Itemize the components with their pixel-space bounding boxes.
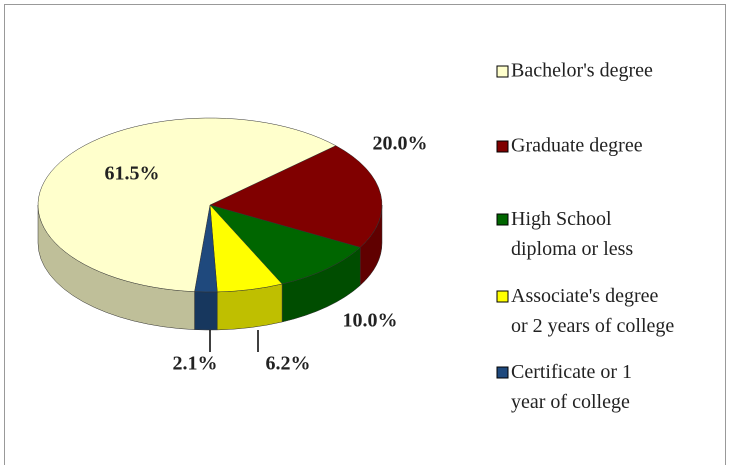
slice [209,145,383,248]
legend-label: Associate's degree or 2 years of college [511,285,674,337]
legend-line: High School [511,208,617,230]
value-label: 10.0% [343,310,398,332]
legend-label: Graduate degree [511,135,643,157]
legend-swatch [496,366,509,379]
legend-label: Certificate or 1 year of college [511,361,637,413]
legend-line: Certificate or 1 [511,361,637,383]
legend-line: year of college [511,391,630,413]
legend-label: High School diploma or less [511,208,633,260]
legend-swatch [496,65,509,78]
slice [209,204,361,285]
value-label: 61.5% [105,163,160,185]
legend-line: Associate's degree [511,285,663,307]
value-label: 20.0% [373,133,428,155]
slice-side [194,291,218,331]
legend-label: Bachelor's degree [511,60,653,82]
legend-swatch [496,213,509,226]
value-label: 2.1% [173,353,218,375]
legend-swatch [496,290,509,303]
legend-line: or 2 years of college [511,315,674,337]
slice [37,117,337,292]
legend-line: diploma or less [511,238,633,260]
legend-swatch [496,140,509,153]
value-label: 6.2% [266,353,311,375]
